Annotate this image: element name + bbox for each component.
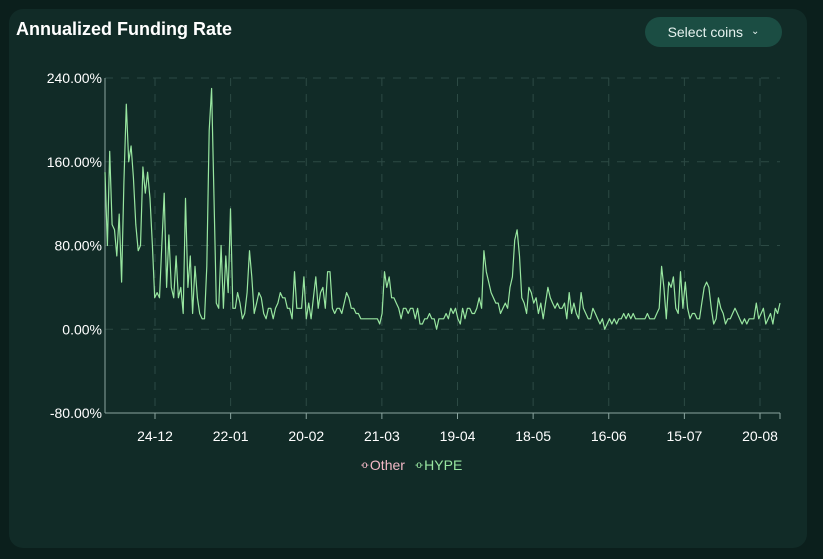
select-coins-button[interactable]: Select coins ⌄ [645,17,782,47]
chevron-down-icon: ⌄ [751,25,760,37]
y-tick-label: 160.00% [47,154,102,170]
x-tick-label: 18-05 [515,428,551,444]
y-tick-label: 0.00% [62,321,102,337]
legend-other-marker: -o- [360,459,369,471]
x-tick-label: 21-03 [364,428,400,444]
tick-labels: -80.00% 0.00% 80.00% 160.00% 240.00% 24-12 22-… [47,70,778,444]
y-tick-label: -80.00% [50,405,102,421]
legend-other-label: Other [369,457,405,473]
legend-item-other[interactable]: -o- Other [361,457,405,473]
legend-hype-marker: -o- [414,459,423,471]
x-tick-label: 22-01 [213,428,249,444]
chart-title: Annualized Funding Rate [16,19,232,39]
x-tick-label: 16-06 [591,428,627,444]
series-lines [104,87,781,330]
legend-hype-label: HYPE [424,457,463,473]
x-tick-label: 19-04 [440,428,476,444]
x-tick-label: 15-07 [666,428,702,444]
y-tick-label: 80.00% [55,238,102,254]
legend: -o- Other -o- HYPE [0,457,823,473]
x-tick-label: 20-02 [288,428,324,444]
legend-item-hype[interactable]: -o- HYPE [415,457,462,473]
series-line-hype [104,87,781,330]
select-coins-label: Select coins [667,24,744,40]
y-tick-label: 240.00% [47,70,102,86]
grid-lines [105,77,780,414]
x-tick-label: 20-08 [742,428,778,444]
x-tick-label: 24-12 [137,428,173,444]
axes [104,78,781,419]
